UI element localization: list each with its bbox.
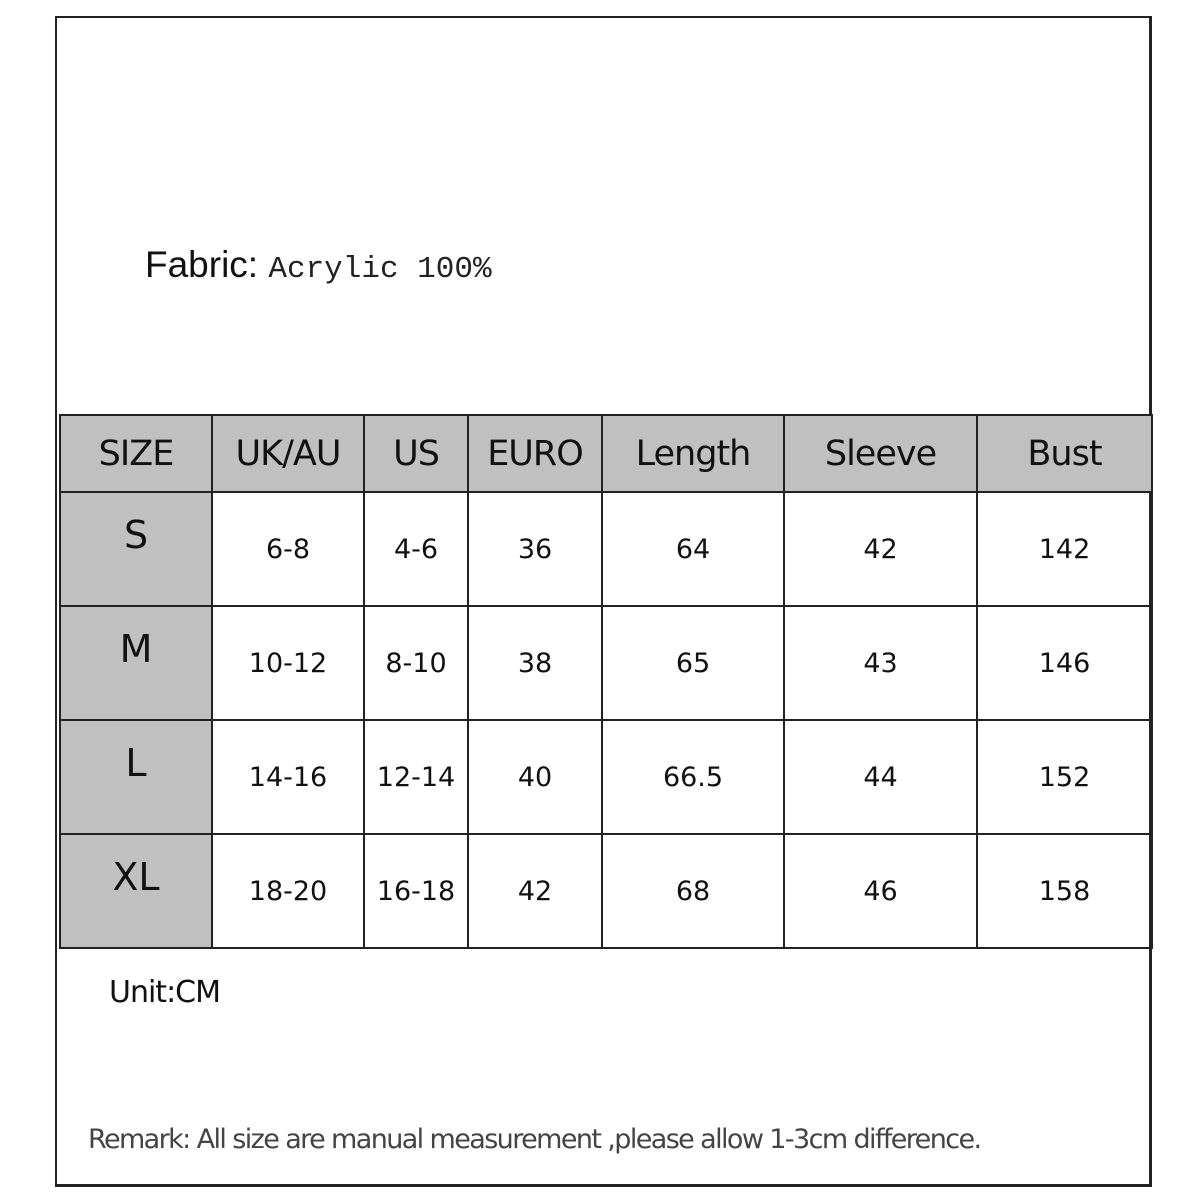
header-bust: Bust bbox=[976, 414, 1153, 493]
fabric-value: Acrylic 100% bbox=[268, 252, 492, 287]
table-cell: 42 bbox=[467, 833, 603, 949]
table-row: M 10-12 8-10 38 65 43 146 bbox=[59, 605, 1153, 721]
table-cell: 65 bbox=[601, 605, 785, 721]
table-cell: 46 bbox=[783, 833, 978, 949]
table-cell: 12-14 bbox=[363, 719, 469, 835]
table-cell: 152 bbox=[976, 719, 1153, 835]
header-us: US bbox=[363, 414, 469, 493]
table-cell: 44 bbox=[783, 719, 978, 835]
table-cell: 10-12 bbox=[211, 605, 365, 721]
table-cell: 42 bbox=[783, 491, 978, 607]
table-cell: 146 bbox=[976, 605, 1153, 721]
table-cell: 38 bbox=[467, 605, 603, 721]
size-cell: L bbox=[59, 719, 213, 835]
table-cell: 16-18 bbox=[363, 833, 469, 949]
fabric-line: Fabric: Acrylic 100% bbox=[145, 244, 492, 287]
table-cell: 14-16 bbox=[211, 719, 365, 835]
table-cell: 66.5 bbox=[601, 719, 785, 835]
size-cell: S bbox=[59, 491, 213, 607]
table-cell: 64 bbox=[601, 491, 785, 607]
unit-label: Unit:CM bbox=[109, 975, 221, 1010]
size-cell: XL bbox=[59, 833, 213, 949]
table-cell: 4-6 bbox=[363, 491, 469, 607]
table-cell: 6-8 bbox=[211, 491, 365, 607]
header-sleeve: Sleeve bbox=[783, 414, 978, 493]
table-cell: 8-10 bbox=[363, 605, 469, 721]
table-cell: 43 bbox=[783, 605, 978, 721]
table-row: L 14-16 12-14 40 66.5 44 152 bbox=[59, 719, 1153, 835]
header-euro: EURO bbox=[467, 414, 603, 493]
header-uk-au: UK/AU bbox=[211, 414, 365, 493]
header-row: SIZE UK/AU US EURO Length Sleeve Bust bbox=[59, 414, 1153, 493]
table-cell: 18-20 bbox=[211, 833, 365, 949]
header-length: Length bbox=[601, 414, 785, 493]
size-cell: M bbox=[59, 605, 213, 721]
table-cell: 36 bbox=[467, 491, 603, 607]
table-cell: 158 bbox=[976, 833, 1153, 949]
fabric-label: Fabric: bbox=[145, 244, 259, 285]
table-row: XL 18-20 16-18 42 68 46 158 bbox=[59, 833, 1153, 949]
table-cell: 40 bbox=[467, 719, 603, 835]
header-size: SIZE bbox=[59, 414, 213, 493]
table-row: S 6-8 4-6 36 64 42 142 bbox=[59, 491, 1153, 607]
table-cell: 142 bbox=[976, 491, 1153, 607]
table-cell: 68 bbox=[601, 833, 785, 949]
remark-text: Remark: All size are manual measurement … bbox=[88, 1124, 982, 1155]
